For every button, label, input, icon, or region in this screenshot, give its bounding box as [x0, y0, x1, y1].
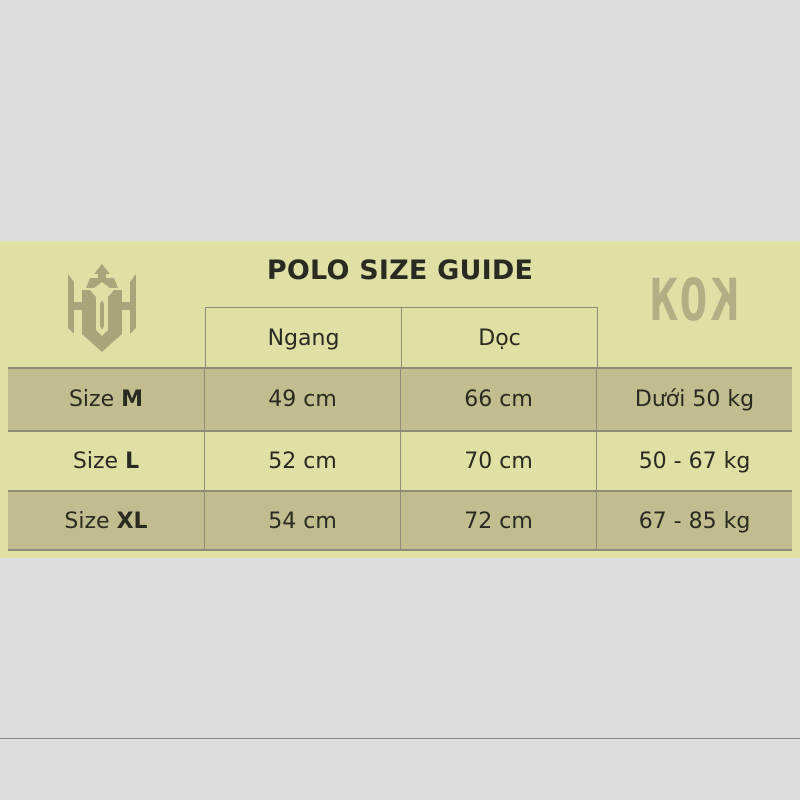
weight-cell: 50 - 67 kg [638, 449, 751, 474]
doc-cell: 72 cm [401, 492, 597, 550]
doc-cell: 66 cm [401, 369, 597, 430]
size-value: M [121, 387, 144, 412]
size-value: L [125, 449, 140, 474]
size-value: XL [116, 508, 148, 534]
table-bottom-border [8, 549, 792, 551]
size-cell: Size M [8, 369, 205, 430]
page-title: POLO SIZE GUIDE [266, 255, 534, 286]
size-cell: Size XL [8, 492, 205, 550]
size-prefix: Size [68, 387, 115, 412]
column-header-doc: Dọc [401, 307, 598, 368]
table-row: Size M 49 cm 66 cm Dưới 50 kg [8, 367, 792, 430]
size-prefix: Size [64, 508, 110, 534]
ngang-cell: 54 cm [205, 492, 401, 550]
column-header-ngang: Ngang [205, 307, 402, 368]
column-header-label: Ngang [267, 325, 340, 351]
table-row: Size L 52 cm 70 cm 50 - 67 kg [8, 430, 792, 491]
brand-wordmark-logo: KOK [650, 266, 739, 334]
brand-monogram-logo [68, 264, 136, 352]
ngang-cell: 52 cm [205, 432, 401, 491]
weight-cell: 67 - 85 kg [638, 508, 751, 534]
ngang-cell: 49 cm [205, 369, 401, 430]
size-cell: Size L [8, 432, 205, 491]
size-prefix: Size [72, 449, 119, 474]
weight-cell: Dưới 50 kg [634, 387, 755, 412]
doc-cell: 70 cm [401, 432, 597, 491]
divider [0, 738, 800, 739]
column-header-label: Dọc [478, 325, 521, 351]
table-row: Size XL 54 cm 72 cm 67 - 85 kg [8, 490, 792, 550]
